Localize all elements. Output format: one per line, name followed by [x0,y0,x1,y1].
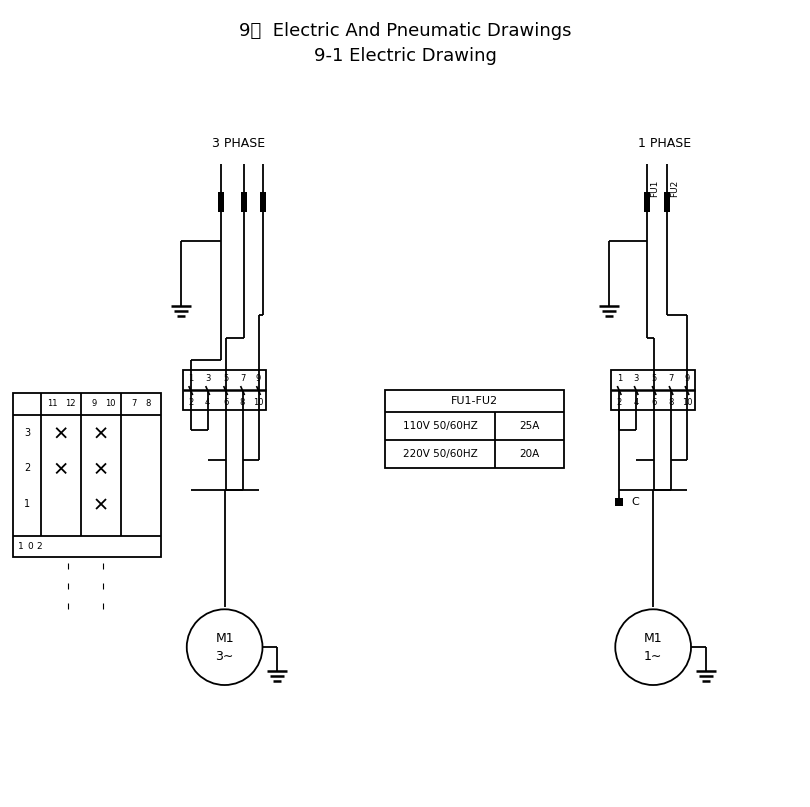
Text: FU1: FU1 [650,180,659,198]
Text: C: C [631,496,639,507]
Text: 5: 5 [223,374,228,383]
Text: 110V 50/60HZ: 110V 50/60HZ [403,421,477,431]
Text: 220V 50/60HZ: 220V 50/60HZ [403,449,477,459]
Text: M1: M1 [644,632,663,645]
Text: 4: 4 [633,398,639,407]
Circle shape [616,609,691,685]
Text: 3: 3 [205,374,211,383]
Text: 0: 0 [28,542,33,551]
Bar [183,370,266,410]
Bar [13,393,161,558]
Text: 7: 7 [668,374,674,383]
Bar [241,192,246,212]
Text: 6: 6 [223,398,228,407]
Text: 8: 8 [145,399,151,408]
Text: 1: 1 [24,499,30,509]
Text: 1∼: 1∼ [644,650,663,663]
Text: 9-1 Electric Drawing: 9-1 Electric Drawing [313,47,497,65]
Text: 9: 9 [684,374,689,383]
Text: 25A: 25A [519,421,539,431]
Circle shape [187,609,262,685]
Text: 11: 11 [47,399,58,408]
Text: 10: 10 [682,398,693,407]
Text: 1: 1 [616,374,622,383]
Text: 2: 2 [36,542,42,551]
Bar [261,192,266,212]
Text: 12: 12 [65,399,75,408]
Text: 20A: 20A [519,449,539,459]
Text: 2: 2 [24,463,31,474]
Text: 3: 3 [24,428,30,437]
Bar [218,192,224,212]
Text: 9、  Electric And Pneumatic Drawings: 9、 Electric And Pneumatic Drawings [239,23,571,40]
Text: 10: 10 [254,398,264,407]
Text: 7: 7 [131,399,137,408]
Bar [385,390,565,468]
Text: 3∼: 3∼ [215,650,234,663]
Text: 9: 9 [92,399,97,408]
Text: 6: 6 [651,398,657,407]
Bar [612,370,695,410]
Text: 7: 7 [240,374,245,383]
Text: 8: 8 [668,398,674,407]
Text: M1: M1 [215,632,234,645]
Text: 4: 4 [205,398,211,407]
Text: 2: 2 [616,398,622,407]
Text: 2: 2 [188,398,194,407]
Bar [664,192,670,212]
Text: 8: 8 [240,398,245,407]
Text: 1 PHASE: 1 PHASE [637,137,691,150]
Bar [644,192,650,212]
Text: 9: 9 [256,374,261,383]
Text: 1: 1 [188,374,194,383]
Text: 10: 10 [105,399,116,408]
Text: 3 PHASE: 3 PHASE [212,137,265,150]
Text: 5: 5 [651,374,657,383]
Text: FU1-FU2: FU1-FU2 [451,396,498,406]
Text: 1: 1 [19,542,24,551]
Text: 3: 3 [633,374,639,383]
Text: FU2: FU2 [670,180,679,198]
Bar [616,498,623,506]
